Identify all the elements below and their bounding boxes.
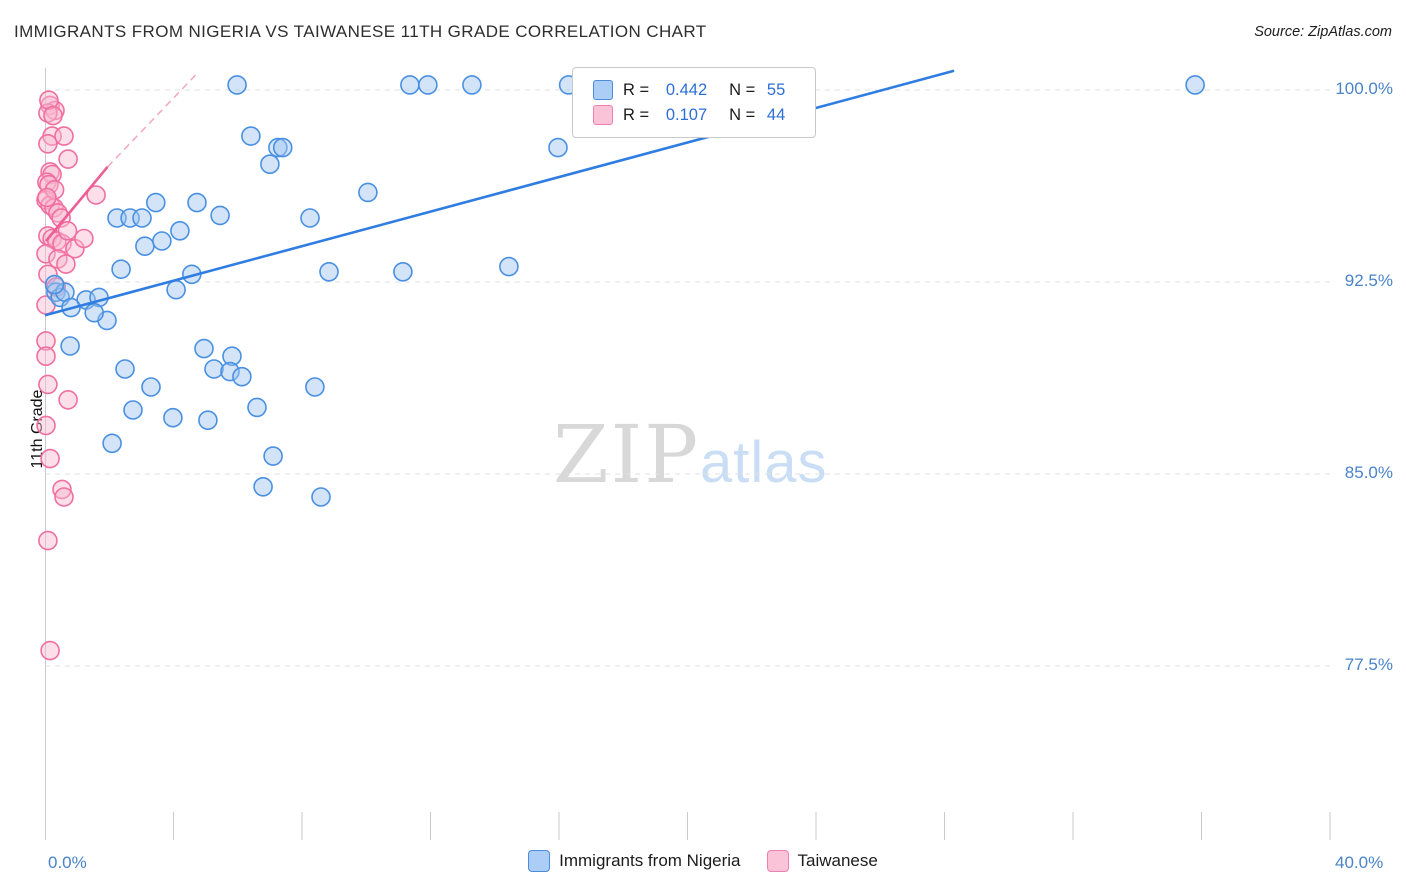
scatter-point [187,192,207,213]
scatter-point [263,446,283,466]
scatter-point [272,137,293,158]
scatter-point [36,331,56,351]
scatter-point [60,336,80,356]
scatter-point [393,261,413,282]
x-tick-label-max: 40.0% [1335,853,1384,872]
scatter-point [1185,75,1205,95]
scatter-point [300,208,320,228]
scatter-point [43,105,63,126]
scatter-point [38,374,58,395]
scatter-point [319,261,339,282]
scatter-point [241,126,261,146]
scatter-point [74,228,94,249]
scatter-point [52,479,72,500]
scatter-point [132,208,152,228]
n-label: N = [729,80,756,99]
n-value: 55 [766,80,786,99]
scatter-point [220,361,240,382]
n-label: N = [729,105,756,124]
legend-item-taiwanese: Taiwanese [766,850,878,872]
scatter-point [146,192,166,213]
scatter-point [222,346,242,367]
scatter-point [44,274,65,295]
stats-legend-row-taiwanese: R = 0.107 N = 44 [593,103,801,127]
scatter-point [115,359,135,379]
r-label: R = [623,105,650,124]
legend-label: Taiwanese [797,851,878,870]
scatter-point [152,231,172,251]
scatter-point [37,187,57,208]
r-value: 0.442 [665,80,708,99]
scatter-point [40,640,60,661]
legend-item-nigeria: Immigrants from Nigeria [528,850,741,872]
scatter-point [36,415,56,436]
trend-line [44,165,109,242]
nigeria-swatch-icon [528,850,551,872]
chart-title: IMMIGRANTS FROM NIGERIA VS TAIWANESE 11T… [14,22,707,41]
scatter-point [58,389,78,410]
scatter-point [204,359,224,379]
scatter-point [253,476,273,497]
scatter-point [141,377,161,397]
scatter-point [84,302,104,323]
scatter-point [111,259,131,280]
taiwanese-swatch-icon [593,105,613,125]
scatter-point [163,407,183,428]
scatter-point [36,244,56,264]
scatter-point [499,256,519,277]
scatter-point [56,254,76,274]
taiwanese-swatch-icon [766,850,789,872]
scatter-point [418,75,438,95]
scatter-point [166,279,186,300]
scatter-point [36,346,56,367]
trend-line [107,74,197,168]
scatter-point [123,400,143,420]
scatter-point [54,487,74,507]
source-label: Source: ZipAtlas.com [1254,24,1392,40]
scatter-point [227,75,247,95]
x-tick-label-min: 0.0% [48,853,87,872]
scatter-point [548,137,568,158]
scatter-point [135,236,155,256]
scatter-point [232,366,252,387]
scatter-point [38,530,58,551]
r-value: 0.107 [665,105,708,124]
scatter-point [170,221,190,241]
scatter-point [260,154,280,174]
y-tick-label-100: 100.0% [1335,79,1393,98]
stats-legend-row-nigeria: R = 0.442 N = 55 [593,78,801,102]
y-tick-label-92-5: 92.5% [1344,271,1393,290]
scatter-point [198,410,218,431]
scatter-point [268,137,288,158]
scatter-point [54,126,74,146]
scatter-point [102,433,122,454]
trend-line [44,69,955,317]
legend-label: Immigrants from Nigeria [559,851,741,870]
y-tick-label-77-5: 77.5% [1344,655,1393,674]
scatter-point [57,221,78,241]
y-tick-label-85: 85.0% [1344,463,1393,482]
scatter-point [358,182,378,203]
scatter-point [311,487,331,507]
scatter-point [210,205,230,226]
scatter-point [400,75,420,95]
scatter-point [194,338,214,359]
scatter-point [39,90,59,110]
r-label: R = [623,80,650,99]
nigeria-swatch-icon [593,80,613,100]
scatter-point [58,149,78,169]
scatter-point [305,377,325,397]
n-value: 44 [766,105,786,124]
stats-legend: R = 0.442 N = 55 R = 0.107 N = 44 [572,67,816,138]
scatter-point [38,134,58,154]
scatter-point [462,75,482,95]
series-legend: Immigrants from Nigeria Taiwanese [0,850,1406,872]
scatter-point [40,448,60,469]
scatter-point [247,397,267,418]
scatter-point [86,185,106,205]
scatter-point [44,180,65,200]
